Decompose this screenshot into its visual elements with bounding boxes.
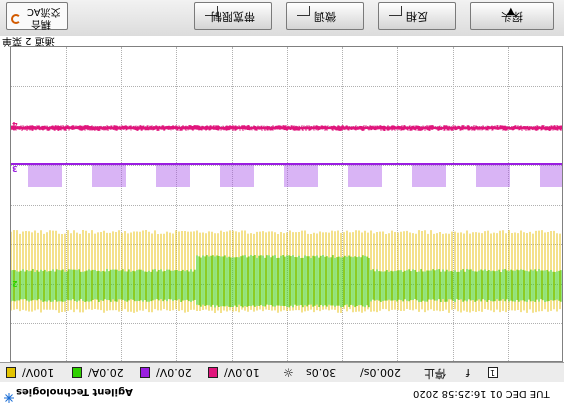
delay-readout: 30.0s xyxy=(306,366,337,379)
trigger-channel-chip[interactable]: 1 xyxy=(488,367,498,378)
run-state: 停止 xyxy=(424,367,446,380)
waveform-display[interactable]: 4 3 2 xyxy=(10,46,563,362)
fine-adjust-softkey[interactable]: 微调 xyxy=(286,2,364,30)
timebase-readout: 200.0s/ xyxy=(360,366,401,379)
channel-2-trace xyxy=(11,255,562,308)
softkey-menu-bar: 交流AC 耦合 带宽限制 微调 反相 ▲ 探头 xyxy=(0,0,564,36)
coupling-softkey[interactable]: 交流AC 耦合 xyxy=(6,2,68,30)
channel-1-scale: 100V/ xyxy=(22,366,55,379)
channel-2-chip[interactable] xyxy=(72,367,82,378)
timestamp: TUE DEC 01 16:25:58 2020 xyxy=(413,388,550,399)
rotate-knob-icon xyxy=(11,14,21,24)
softkey-label: 反相 xyxy=(406,10,428,23)
channel-4-trace xyxy=(11,125,562,131)
trigger-edge: f xyxy=(466,366,470,379)
checkbox-icon xyxy=(389,6,402,16)
probe-softkey[interactable]: ▲ 探头 xyxy=(470,2,554,30)
channel-3-chip[interactable] xyxy=(140,367,150,378)
arrow-up-icon: ▲ xyxy=(507,6,515,17)
status-bar: 100V/ 20.0A/ 20.0V/ 10.0V/ ☼ 30.0s 200.0… xyxy=(0,362,564,382)
channel-3-trace xyxy=(11,163,562,187)
channel-4-scale: 10.0V/ xyxy=(224,366,260,379)
channel-4-marker[interactable]: 4 xyxy=(12,120,18,129)
invert-softkey[interactable]: 反相 xyxy=(378,2,456,30)
trigger-sun-icon: ☼ xyxy=(283,366,294,380)
checkbox-icon xyxy=(205,6,218,16)
waveform-traces xyxy=(11,125,562,313)
channel-2-marker[interactable]: 2 xyxy=(12,279,18,288)
brand-logo: Agilent Technologies xyxy=(16,386,133,397)
coupling-label: 耦合 xyxy=(31,18,51,29)
softkey-label: 微调 xyxy=(314,10,336,23)
channel-3-scale: 20.0V/ xyxy=(156,366,192,379)
channel-3-marker[interactable]: 3 xyxy=(12,164,18,173)
checkbox-icon xyxy=(297,6,310,16)
softkey-label: 探头 xyxy=(501,10,523,23)
channel-2-scale: 20.0A/ xyxy=(88,366,124,379)
softkey-label: 带宽限制 xyxy=(211,10,255,23)
agilent-spark-icon xyxy=(4,388,14,403)
bandwidth-limit-softkey[interactable]: 带宽限制 xyxy=(194,2,272,30)
channel-1-chip[interactable] xyxy=(6,367,16,378)
channel-4-chip[interactable] xyxy=(208,367,218,378)
